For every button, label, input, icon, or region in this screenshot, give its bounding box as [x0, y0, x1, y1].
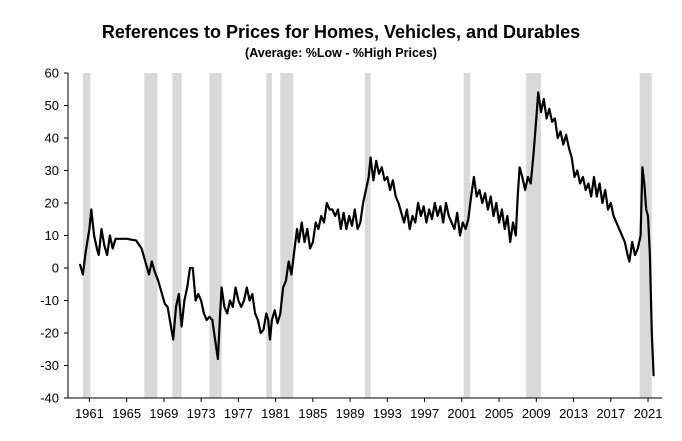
y-tick-label: 60 [45, 66, 59, 81]
recession-band-7 [463, 73, 471, 398]
y-tick-labels: 60 50 40 30 20 10 0 -10 -20 -30 -40 [40, 66, 59, 406]
x-tick-label: 1985 [298, 406, 327, 421]
x-tick-labels: 1961 1965 1969 1973 1977 1981 1985 1989 1993 1997… [75, 406, 663, 421]
recession-bands [82, 73, 652, 398]
x-tick-label: 1977 [224, 406, 253, 421]
axes [64, 72, 662, 402]
x-tick-label: 1981 [261, 406, 290, 421]
recession-band-3 [209, 73, 222, 398]
x-tick-label: 1969 [149, 406, 178, 421]
y-tick-label: 0 [52, 261, 59, 276]
x-tick-label: 1989 [336, 406, 365, 421]
x-tick-label: 1997 [410, 406, 439, 421]
chart-title: References to Prices for Homes, Vehicles… [101, 22, 581, 42]
y-tick-label: -40 [40, 391, 59, 406]
y-tick-label: 30 [45, 163, 59, 178]
x-tick-label: 2009 [522, 406, 551, 421]
y-tick-label: 10 [45, 228, 59, 243]
recession-band-9 [639, 73, 652, 398]
recession-band-8 [526, 73, 541, 398]
recession-band-5 [280, 73, 294, 398]
series-layer [79, 91, 655, 377]
recession-band-4 [266, 73, 272, 398]
y-tick-label: 50 [45, 98, 59, 113]
x-tick-label: 1973 [187, 406, 216, 421]
x-tick-label: 1993 [373, 406, 402, 421]
recession-band-2 [172, 73, 182, 398]
x-tick-label: 2021 [634, 406, 663, 421]
x-tick-label: 2001 [447, 406, 476, 421]
series-line-0 [79, 91, 655, 377]
y-tick-label: -20 [40, 326, 59, 341]
chart-subtitle: (Average: %Low - %High Prices) [245, 46, 437, 60]
y-tick-label: -30 [40, 358, 59, 373]
x-tick-label: 1961 [75, 406, 104, 421]
x-tick-label: 1965 [112, 406, 141, 421]
x-tick-label: 2017 [596, 406, 625, 421]
recession-band-0 [82, 73, 91, 398]
recession-band-6 [365, 73, 371, 398]
y-tick-label: 40 [45, 131, 59, 146]
recession-band-1 [144, 73, 158, 398]
x-tick-label: 2013 [559, 406, 588, 421]
y-tick-label: -10 [40, 293, 59, 308]
y-tick-label: 20 [45, 196, 59, 211]
x-tick-label: 2005 [485, 406, 514, 421]
